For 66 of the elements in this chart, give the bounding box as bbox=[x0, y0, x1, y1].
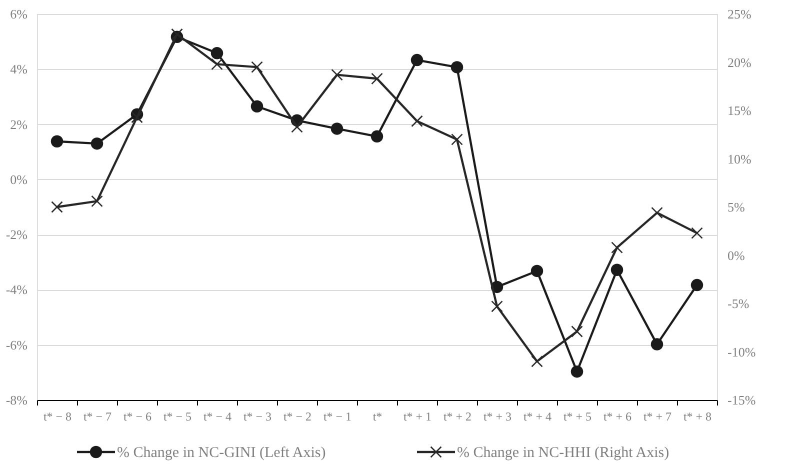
x-tick-label: t* + 3 bbox=[483, 410, 512, 424]
x-tick-label: t* + 1 bbox=[403, 410, 432, 424]
y-tick-label: 4% bbox=[10, 62, 28, 77]
y-tick-label: 0% bbox=[10, 172, 28, 187]
point bbox=[451, 134, 463, 146]
point bbox=[50, 135, 64, 148]
x-tick-label: t* + 7 bbox=[643, 410, 672, 424]
y-tick-label: -6% bbox=[6, 337, 28, 352]
y2-tick-label: 0% bbox=[728, 248, 745, 263]
x-tick-label: t* + 2 bbox=[443, 410, 472, 424]
x-tick-label: t* + 4 bbox=[523, 410, 552, 424]
point bbox=[570, 365, 584, 378]
y2-tick-label: 5% bbox=[728, 200, 745, 214]
point bbox=[610, 264, 624, 276]
y2-tick-label: 25% bbox=[728, 6, 752, 22]
point bbox=[331, 68, 343, 81]
point bbox=[571, 326, 583, 338]
point bbox=[410, 54, 424, 66]
y-tick-label: -8% bbox=[6, 392, 28, 408]
point bbox=[91, 195, 103, 208]
point bbox=[330, 122, 344, 135]
point bbox=[651, 206, 663, 219]
y2-tick-label: -15% bbox=[728, 392, 756, 408]
x-tick-label: t* + 5 bbox=[563, 410, 592, 424]
x-tick-label: t* − 3 bbox=[243, 410, 272, 424]
legend-label: % Change in NC-HHI (Right Axis) bbox=[457, 445, 670, 461]
x-tick-label: t* + 8 bbox=[683, 410, 712, 424]
point bbox=[251, 61, 263, 73]
point bbox=[650, 338, 664, 350]
y-tick-label: -2% bbox=[6, 227, 28, 242]
x-tick-label: t* − 8 bbox=[43, 410, 72, 424]
x-tick-label: t* − 6 bbox=[123, 410, 152, 424]
point bbox=[371, 72, 383, 85]
point bbox=[90, 137, 104, 150]
point bbox=[131, 111, 143, 124]
y2-tick-label: 20% bbox=[728, 54, 752, 70]
x-tick-label: t* bbox=[372, 410, 382, 424]
x-tick-label: t* − 5 bbox=[163, 410, 192, 424]
x-tick-label: t* − 2 bbox=[283, 410, 312, 424]
y2-tick-label: -10% bbox=[728, 344, 756, 360]
x-tick-label: t* − 4 bbox=[203, 410, 232, 424]
point bbox=[491, 300, 503, 312]
point bbox=[291, 121, 303, 133]
point bbox=[531, 356, 543, 368]
point bbox=[411, 115, 423, 128]
legend-label: % Change in NC-GINI (Left Axis) bbox=[117, 445, 326, 461]
y-tick-label: 2% bbox=[10, 116, 28, 132]
point bbox=[210, 47, 224, 60]
point bbox=[690, 278, 704, 292]
point bbox=[250, 100, 264, 112]
y2-tick-label: -5% bbox=[728, 296, 750, 311]
point bbox=[211, 58, 223, 70]
point bbox=[370, 130, 384, 143]
point bbox=[450, 61, 464, 74]
y-tick-label: 6% bbox=[10, 6, 28, 22]
y-tick-label: -4% bbox=[6, 282, 28, 298]
x-tick-label: t* − 7 bbox=[83, 410, 112, 424]
point bbox=[611, 242, 623, 254]
point bbox=[530, 264, 544, 278]
x-tick-label: t* + 6 bbox=[603, 410, 632, 424]
y2-tick-label: 10% bbox=[728, 151, 752, 166]
x-tick-label: t* − 1 bbox=[323, 410, 352, 424]
point bbox=[171, 28, 183, 40]
y2-tick-label: 15% bbox=[728, 103, 752, 118]
point bbox=[691, 227, 703, 239]
point bbox=[51, 201, 63, 213]
